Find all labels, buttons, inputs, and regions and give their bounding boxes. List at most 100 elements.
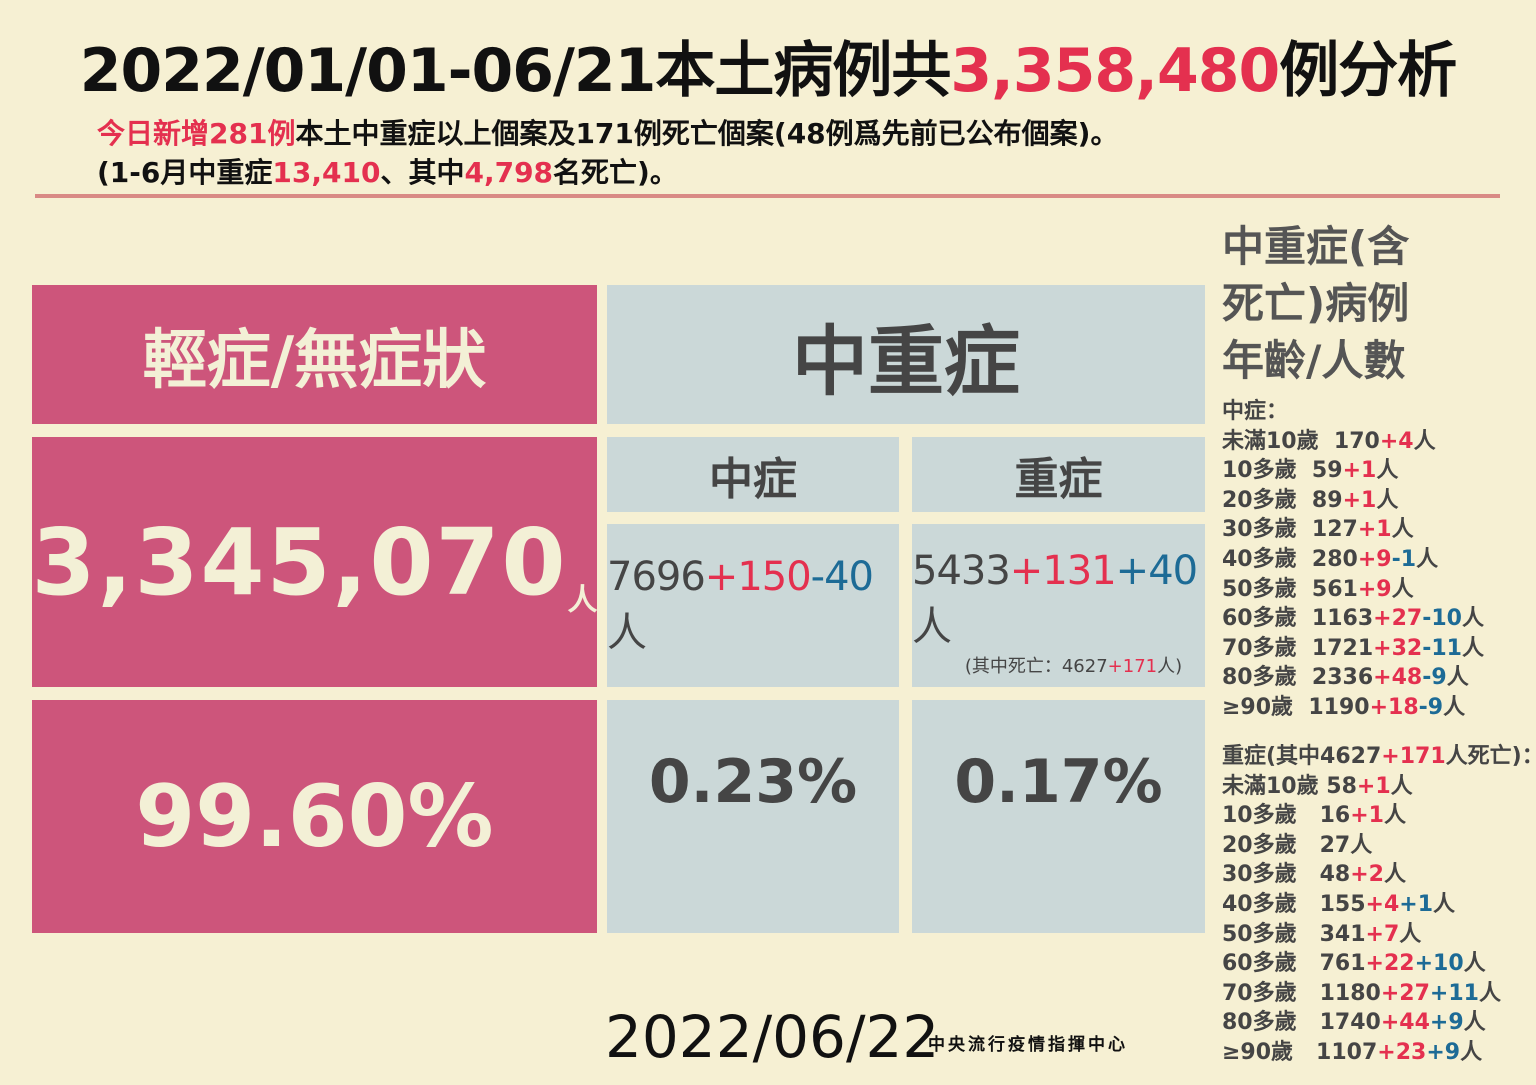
divider xyxy=(35,194,1500,198)
text-segment: 人 xyxy=(1443,694,1466,720)
age-row: 40多歲 280+9-1人 xyxy=(1222,545,1484,575)
age-row: 60多歲 761+22+10人 xyxy=(1222,949,1536,979)
text-segment: +18 xyxy=(1369,694,1419,720)
text-segment: +1 xyxy=(1357,517,1392,543)
mild-unit: 人 xyxy=(567,583,598,618)
text-segment: 人 xyxy=(1413,428,1436,454)
text-segment: -9 xyxy=(1418,694,1444,720)
text-segment: +1 xyxy=(1356,773,1391,799)
text-segment: 13,410 xyxy=(272,156,381,189)
text-segment: (其中死亡：4627 xyxy=(964,655,1108,677)
age-row: 80多歲 1740+44+9人 xyxy=(1222,1008,1536,1038)
text-segment: -10 xyxy=(1422,606,1462,632)
mild-header: 輕症/無症狀 xyxy=(32,285,597,424)
text-segment: 10多歲 59 xyxy=(1222,458,1343,484)
critical-age-list: 重症(其中4627+171人死亡)： 未滿10歲 58+1人 10多歲 16+1人… xyxy=(1222,742,1536,1068)
text-segment: 本土中重症以上個案及171例死亡個案(48例爲先前已公布個案)。 xyxy=(295,117,1119,150)
heading-line: 中重症(含 xyxy=(1222,222,1410,271)
text-segment: 重症(其中4627 xyxy=(1222,744,1382,769)
age-row: 未滿10歲 58+1人 xyxy=(1222,772,1536,802)
age-row: 未滿10歲 170+4人 xyxy=(1222,427,1484,457)
text-segment: 人 xyxy=(1461,606,1484,632)
text-segment: 人 xyxy=(1463,951,1486,977)
subtitle-line-1: 今日新增281例本土中重症以上個案及171例死亡個案(48例爲先前已公布個案)。 xyxy=(97,112,1118,152)
moderate-count: 7696+150-40 人 xyxy=(607,554,899,658)
text-segment: 人 xyxy=(1391,576,1414,602)
text-segment: +7 xyxy=(1365,921,1400,947)
text-segment: +10 xyxy=(1414,951,1464,977)
mild-header-label: 輕症/無症狀 xyxy=(142,323,487,398)
report-date: 2022/06/22 xyxy=(605,1003,940,1071)
text-segment: 今日新增281例 xyxy=(97,117,296,150)
text-segment: +40 xyxy=(1115,547,1198,594)
age-row: 50多歲 561+9人 xyxy=(1222,575,1484,605)
text-segment: +4 xyxy=(1365,891,1400,917)
text-segment: 40多歲 155 xyxy=(1222,891,1366,917)
text-segment: 人 xyxy=(1383,862,1406,888)
text-segment: +23 xyxy=(1377,1039,1427,1065)
text-segment: 5433 xyxy=(912,547,1011,594)
text-segment: 人) xyxy=(1157,655,1183,677)
text-segment: +1 xyxy=(1399,891,1434,917)
text-segment: -9 xyxy=(1422,665,1447,691)
text-segment: +27 xyxy=(1373,606,1423,632)
text-segment: 人死亡)： xyxy=(1445,744,1536,769)
age-row: 20多歲 27人 xyxy=(1222,831,1536,861)
critical-header: 重症 xyxy=(912,437,1205,512)
text-segment: 10多歲 16 xyxy=(1222,803,1351,829)
text-segment: 人 xyxy=(1376,458,1399,484)
critical-age-title: 重症(其中4627+171人死亡)： xyxy=(1222,742,1536,772)
age-row: 70多歲 1721+32-11人 xyxy=(1222,634,1484,664)
age-row: ≥90歲 1107+23+9人 xyxy=(1222,1038,1536,1068)
text-segment: +22 xyxy=(1365,951,1415,977)
text-segment: 4,798 xyxy=(464,156,554,189)
text-segment: +131 xyxy=(1009,547,1117,594)
moderate-label: 中症 xyxy=(709,453,797,505)
text-segment: 未滿10歲 58 xyxy=(1222,773,1357,799)
text-segment: 例分析 xyxy=(1279,36,1457,106)
text-segment: -40 xyxy=(810,553,874,600)
text-segment: 、其中 xyxy=(380,156,465,189)
age-row: 30多歲 48+2人 xyxy=(1222,860,1536,890)
text-segment: 40多歲 280 xyxy=(1222,546,1358,572)
age-row: 10多歲 59+1人 xyxy=(1222,456,1484,486)
text-segment: 人 xyxy=(1461,635,1484,661)
text-segment: ≥90歲 1190 xyxy=(1222,694,1370,720)
text-segment: 30多歲 127 xyxy=(1222,517,1358,543)
text-segment: +171 xyxy=(1107,655,1158,677)
age-row: 40多歲 155+4+1人 xyxy=(1222,890,1536,920)
text-segment: 60多歲 1163 xyxy=(1222,606,1374,632)
critical-percent-cell: 0.17% xyxy=(912,700,1205,933)
text-segment: 50多歲 341 xyxy=(1222,921,1366,947)
text-segment: 人 xyxy=(1478,980,1501,1006)
text-segment: (1-6月中重症 xyxy=(97,156,273,189)
text-segment: 人 xyxy=(607,609,647,656)
moderate-age-title: 中症： xyxy=(1222,397,1484,427)
text-segment: +9 xyxy=(1429,1010,1464,1036)
text-segment: 人 xyxy=(1416,546,1439,572)
main-title: 2022/01/01-06/21本土病例共3,358,480例分析 xyxy=(0,22,1536,109)
text-segment: 人 xyxy=(1383,803,1406,829)
text-segment: +1 xyxy=(1342,487,1377,513)
text-segment: 20多歲 27人 xyxy=(1222,832,1373,858)
text-segment: 30多歲 48 xyxy=(1222,862,1351,888)
age-panel-heading: 中重症(含 死亡)病例 年齡/人數 xyxy=(1222,218,1409,389)
text-segment: +48 xyxy=(1373,665,1423,691)
text-segment: +150 xyxy=(704,553,812,600)
subtitle-line-2: (1-6月中重症13,410、其中4,798名死亡)。 xyxy=(97,151,678,191)
critical-death-note: (其中死亡：4627+171人) xyxy=(965,652,1182,678)
text-segment: 70多歲 1180 xyxy=(1222,980,1381,1006)
mild-percent-cell: 99.60% xyxy=(32,700,597,933)
critical-count: 5433+131+40 人 xyxy=(912,548,1205,652)
text-segment: +11 xyxy=(1429,980,1479,1006)
text-segment: 2022/01/01-06/21本土病例共 xyxy=(79,36,952,106)
text-segment: 人 xyxy=(1460,1039,1483,1065)
organization-name: 中央流行疫情指揮中心 xyxy=(928,1035,1128,1055)
moderate-percent-cell: 0.23% xyxy=(607,700,899,933)
mild-percent: 99.60% xyxy=(135,766,494,867)
text-segment: -1 xyxy=(1391,546,1417,572)
age-row: 20多歲 89+1人 xyxy=(1222,486,1484,516)
text-segment: +2 xyxy=(1350,862,1384,888)
text-segment: +4 xyxy=(1379,428,1414,454)
age-row: 60多歲 1163+27-10人 xyxy=(1222,604,1484,634)
